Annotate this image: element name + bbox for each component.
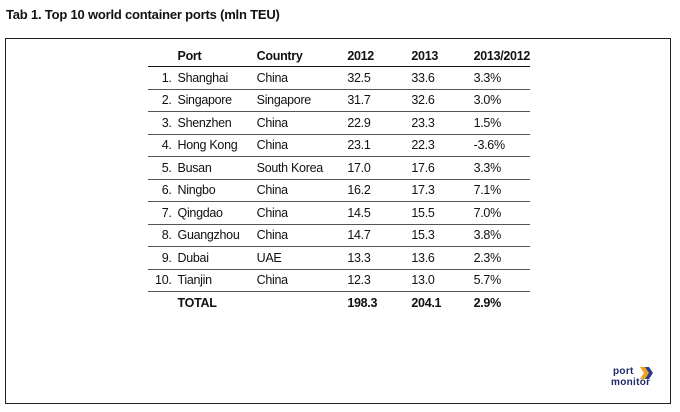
change-cell: 3.3% — [469, 66, 530, 90]
rank-cell: 3. — [148, 111, 174, 135]
value-2013-cell: 17.6 — [407, 156, 470, 180]
port-monitor-logo: port monitor — [610, 366, 658, 396]
value-2013-cell: 17.3 — [407, 179, 470, 202]
rank-cell: 10. — [148, 269, 174, 292]
port-cell: Tianjin — [173, 269, 253, 292]
rank-cell: 5. — [148, 156, 174, 180]
port-cell: Shanghai — [173, 66, 253, 90]
header-2013: 2013 — [407, 46, 470, 67]
table-row: 3. Shenzhen China 22.9 23.3 1.5% — [148, 111, 530, 135]
country-cell: China — [252, 179, 344, 202]
table-body: 1. Shanghai China 32.5 33.6 3.3% 2. Singapore Si… — [148, 66, 530, 314]
country-cell: China — [252, 201, 344, 225]
header-country: Country — [252, 46, 344, 67]
rank-cell: 7. — [148, 201, 174, 225]
change-cell: 3.0% — [469, 89, 530, 112]
table-row: 9. Dubai UAE 13.3 13.6 2.3% — [148, 246, 530, 270]
table-row: 1. Shanghai China 32.5 33.6 3.3% — [148, 66, 530, 90]
port-cell: Qingdao — [173, 201, 253, 225]
table-row: 6. Ningbo China 16.2 17.3 7.1% — [148, 179, 530, 202]
port-cell: Busan — [173, 156, 253, 180]
logo-line2: monitor — [611, 377, 651, 388]
value-2012-cell: 31.7 — [343, 89, 408, 112]
value-2012-cell: 14.5 — [343, 201, 408, 225]
logo-line1: port — [613, 366, 634, 377]
total-2013: 204.1 — [411, 295, 442, 310]
change-cell: -3.6% — [469, 134, 530, 157]
country-cell: China — [252, 111, 344, 135]
value-2012-cell: 13.3 — [343, 246, 408, 270]
rank-cell: 6. — [148, 179, 174, 202]
rank-cell: 1. — [148, 66, 174, 90]
table-row: 4. Hong Kong China 23.1 22.3 -3.6% — [148, 134, 530, 157]
total-country-cell — [253, 292, 344, 314]
value-2013-cell: 15.3 — [407, 224, 470, 247]
table-row: 7. Qingdao China 14.5 15.5 7.0% — [148, 201, 530, 225]
value-2012-cell: 22.9 — [343, 111, 408, 135]
country-cell: South Korea — [252, 156, 344, 180]
value-2012-cell: 14.7 — [343, 224, 408, 247]
value-2013-cell: 13.0 — [407, 269, 470, 292]
value-2013-cell: 13.6 — [407, 246, 470, 270]
port-cell: Shenzhen — [173, 111, 253, 135]
value-2012-cell: 17.0 — [343, 156, 408, 180]
total-label: TOTAL — [177, 295, 217, 310]
total-rank-cell — [148, 292, 174, 314]
value-2013-cell: 33.6 — [407, 66, 470, 90]
change-cell: 3.3% — [469, 156, 530, 180]
change-cell: 7.0% — [469, 201, 530, 225]
total-row: TOTAL 198.3 204.1 2.9% — [148, 292, 530, 314]
header-row: Port Country 2012 2013 2013/2012 — [148, 46, 530, 67]
total-change: 2.9% — [473, 295, 502, 310]
chevron-arrow-icon — [640, 367, 653, 379]
header-change: 2013/2012 — [469, 46, 530, 67]
value-2013-cell: 23.3 — [407, 111, 470, 135]
country-cell: China — [252, 134, 344, 157]
table-row: 2. Singapore Singapore 31.7 32.6 3.0% — [148, 89, 530, 112]
total-2012: 198.3 — [347, 295, 378, 310]
table-row: 5. Busan South Korea 17.0 17.6 3.3% — [148, 156, 530, 180]
country-cell: Singapore — [252, 89, 344, 112]
rank-cell: 4. — [148, 134, 174, 157]
value-2012-cell: 12.3 — [343, 269, 408, 292]
table-row: 8. Guangzhou China 14.7 15.3 3.8% — [148, 224, 530, 247]
port-cell: Hong Kong — [173, 134, 253, 157]
table-row: 10. Tianjin China 12.3 13.0 5.7% — [148, 269, 530, 292]
ports-table: Port Country 2012 2013 2013/2012 1. Shang… — [148, 46, 530, 314]
port-cell: Dubai — [173, 246, 253, 270]
header-rank — [148, 46, 174, 67]
country-cell: China — [252, 66, 344, 90]
rank-cell: 2. — [148, 89, 174, 112]
change-cell: 2.3% — [469, 246, 530, 270]
country-cell: China — [252, 269, 344, 292]
header-port: Port — [173, 46, 253, 67]
value-2013-cell: 15.5 — [407, 201, 470, 225]
value-2013-cell: 22.3 — [407, 134, 470, 157]
change-cell: 7.1% — [469, 179, 530, 202]
table-caption: Tab 1. Top 10 world container ports (mln… — [6, 7, 280, 22]
value-2013-cell: 32.6 — [407, 89, 470, 112]
header-2012: 2012 — [343, 46, 408, 67]
rank-cell: 8. — [148, 224, 174, 247]
country-cell: China — [252, 224, 344, 247]
value-2012-cell: 16.2 — [343, 179, 408, 202]
change-cell: 3.8% — [469, 224, 530, 247]
port-cell: Guangzhou — [173, 224, 253, 247]
value-2012-cell: 23.1 — [343, 134, 408, 157]
country-cell: UAE — [252, 246, 344, 270]
change-cell: 5.7% — [469, 269, 530, 292]
port-cell: Ningbo — [173, 179, 253, 202]
rank-cell: 9. — [148, 246, 174, 270]
value-2012-cell: 32.5 — [343, 66, 408, 90]
change-cell: 1.5% — [469, 111, 530, 135]
port-cell: Singapore — [173, 89, 253, 112]
